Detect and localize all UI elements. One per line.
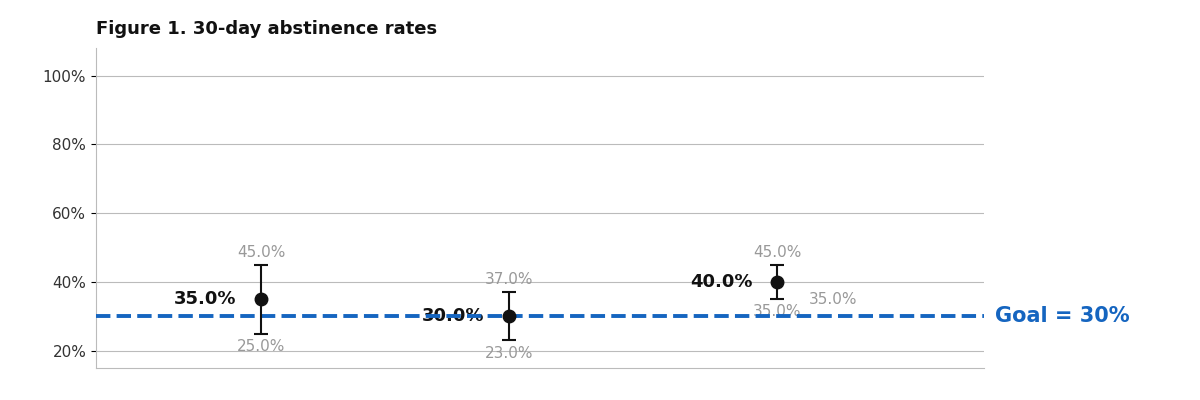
Text: 35.0%: 35.0% [809,292,857,307]
Text: 40.0%: 40.0% [690,273,752,291]
Text: Figure 1. 30-day abstinence rates: Figure 1. 30-day abstinence rates [96,20,437,38]
Text: 35.0%: 35.0% [754,304,802,319]
Text: 37.0%: 37.0% [485,272,533,287]
Text: 30.0%: 30.0% [421,307,485,325]
Text: 45.0%: 45.0% [754,245,802,260]
Text: 35.0%: 35.0% [174,290,236,308]
Text: Goal = 30%: Goal = 30% [995,306,1129,326]
Text: 45.0%: 45.0% [238,245,286,260]
Text: 25.0%: 25.0% [238,339,286,354]
Text: 23.0%: 23.0% [485,346,533,361]
